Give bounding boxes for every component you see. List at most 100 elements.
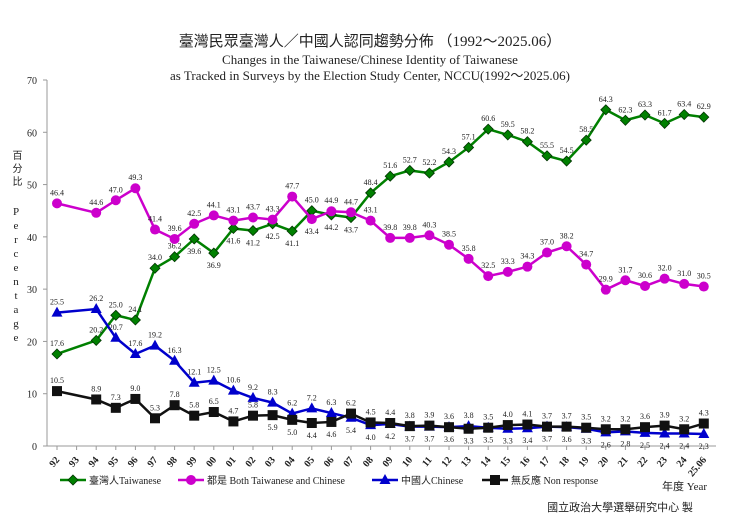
data-label: 51.6 [383,161,397,170]
data-label: 41.2 [246,239,260,248]
data-point [365,187,377,199]
data-label: 12.1 [187,368,201,377]
data-label: 3.9 [424,411,434,420]
data-label: 63.3 [638,100,652,109]
data-label: 2.8 [620,439,630,448]
data-label: 4.4 [307,431,317,440]
data-point [188,233,200,245]
data-point [306,417,317,428]
data-point [91,207,102,218]
data-point [581,259,592,270]
data-label: 10.6 [226,376,240,385]
x-tick-label: 23 [655,455,670,470]
x-tick-label: 20 [596,455,611,470]
data-label: 45.0 [305,196,319,205]
data-point [698,427,710,438]
data-point [306,402,318,413]
data-point [463,423,474,434]
data-point [698,281,709,292]
data-point [640,281,650,292]
x-tick-label: 97 [145,455,160,470]
y-axis-label-en: Percentage [10,206,22,346]
data-label: 7.2 [307,393,317,402]
data-label: 30.6 [638,271,652,280]
data-point [91,394,102,405]
data-point [169,233,180,244]
data-point [365,417,376,428]
data-point [640,422,650,433]
data-label: 46.4 [50,188,64,197]
data-point [110,331,122,342]
data-point [188,376,200,387]
data-point [424,230,435,241]
data-point [620,424,631,435]
data-label: 19.2 [148,331,162,340]
data-label: 39.6 [187,247,201,256]
data-point [169,400,180,411]
x-tick-label: 99 [185,455,200,470]
legend-label: 中國人Chinese [401,474,464,487]
data-point [248,212,258,223]
data-point [208,210,219,221]
data-point [227,222,239,235]
data-point [169,251,181,263]
x-tick-label: 92 [47,455,62,470]
legend-marker [67,474,79,486]
data-label: 2.6 [601,440,611,449]
data-label: 9.2 [248,383,258,392]
data-label: 43.7 [246,203,260,212]
data-label: 55.5 [540,141,554,150]
data-label: 7.8 [170,390,180,399]
y-tick-label: 50 [27,181,37,192]
data-point [169,354,181,365]
data-label: 47.0 [109,185,123,194]
data-point [542,247,552,258]
data-point [541,150,553,162]
data-point [110,195,121,206]
data-label: 5.8 [189,401,199,410]
data-label: 3.7 [542,435,552,444]
data-point [228,416,239,427]
data-point [90,303,102,314]
data-point [444,422,454,433]
x-tick-label: 94 [87,455,102,470]
data-label: 20.2 [89,325,103,334]
data-label: 36.9 [207,261,221,270]
data-point [502,266,513,277]
data-label: 37.0 [540,238,554,247]
data-label: 25.5 [50,298,64,307]
x-tick-label: 22 [635,455,650,470]
data-point [659,420,670,431]
data-label: 3.9 [660,411,670,420]
data-point [522,261,533,272]
data-point [463,253,474,264]
data-label: 16.3 [168,346,182,355]
data-label: 39.8 [383,223,397,232]
data-point [247,225,259,237]
data-point [228,215,239,226]
data-label: 42.5 [266,232,280,241]
data-label: 32.5 [481,261,495,270]
data-label: 60.6 [481,114,495,123]
data-label: 64.3 [599,95,613,104]
data-point [90,334,102,346]
data-point [385,417,396,428]
data-label: 30.5 [697,272,711,281]
x-tick-label: 98 [165,455,180,470]
data-point [130,393,141,404]
data-label: 52.2 [422,158,436,167]
data-point [483,422,494,433]
data-label: 8.3 [268,388,278,397]
x-tick-label: 17 [537,455,552,470]
x-tick-label: 04 [283,455,298,470]
data-point [561,421,572,432]
data-point [580,134,592,146]
data-point [346,408,356,419]
data-label: 5.4 [346,426,356,435]
data-point [306,214,317,225]
x-tick-label: 13 [459,455,474,470]
data-label: 4.2 [385,432,395,441]
data-label: 3.7 [424,435,434,444]
data-point [326,416,337,427]
chart-subtitle-1: Changes in the Taiwanese/Chinese Identit… [222,52,518,67]
